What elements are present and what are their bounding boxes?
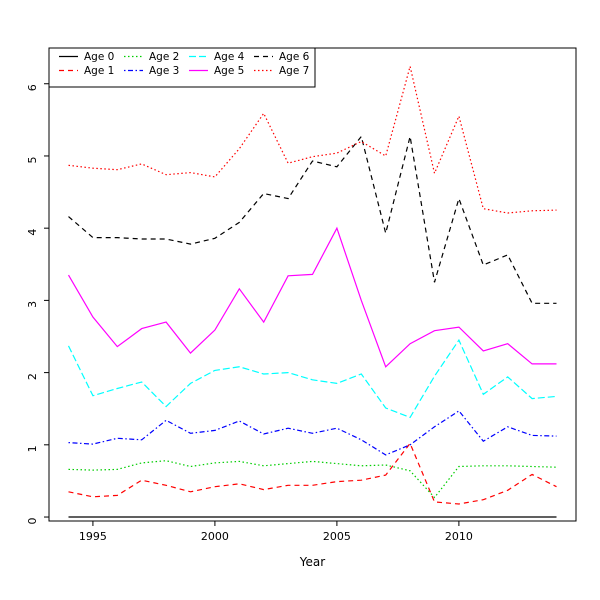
plot-box [48,47,577,522]
y-tick-label: 3 [26,301,39,308]
y-tick-label: 2 [26,373,39,380]
y-tick-label: 6 [26,84,39,91]
legend-label: Age 0 [84,51,114,63]
legend-item-age-7: Age 7 [254,65,309,77]
y-tick-label: 1 [26,445,39,452]
x-axis-title: Year [299,555,325,569]
y-tick-label: 5 [26,156,39,163]
legend-item-age-3: Age 3 [124,65,179,77]
legend-label: Age 7 [279,65,309,77]
series-line-age-7 [68,66,557,214]
legend-label: Age 3 [149,65,179,77]
x-tick-label: 2010 [445,530,473,543]
y-axis: 0 1 2 3 4 5 6 [26,83,49,525]
legend-label: Age 4 [214,51,245,63]
legend-label: Age 6 [279,51,310,63]
legend-item-age-5: Age 5 [189,65,244,77]
series-line-age-5 [67,226,557,368]
legend-label: Age 1 [84,65,114,77]
y-tick-label: 4 [26,229,39,236]
series-line-age-1 [68,442,557,505]
legend-item-age-1: Age 1 [59,65,114,77]
x-tick-label: 1995 [79,530,107,543]
legend-box [48,47,316,88]
x-tick-label: 2000 [201,530,229,543]
legend-item-age-6: Age 6 [254,51,310,63]
legend: Age 0 Age 1 Age 2 Age 3 Age 4 Age 5 Age 6 Age 7 [48,47,316,88]
legend-item-age-4: Age 4 [189,51,245,63]
x-tick-label: 2005 [323,530,351,543]
y-tick-label: 0 [26,518,39,525]
series-line-age-6 [68,135,557,304]
series-line-age-2 [68,460,557,499]
series-line-age-4 [67,338,557,419]
x-axis: 1995 2000 2005 2010 Year [79,521,473,569]
legend-item-age-2: Age 2 [124,51,179,63]
legend-item-age-0: Age 0 [59,51,114,63]
legend-label: Age 5 [214,65,244,77]
legend-label: Age 2 [149,51,179,63]
series-line-age-3 [68,410,557,456]
